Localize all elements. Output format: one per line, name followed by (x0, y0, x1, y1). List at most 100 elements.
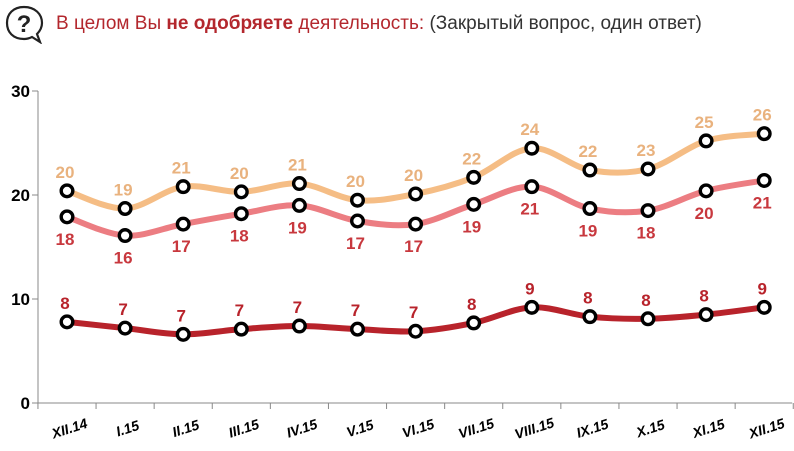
series-2-data-label: 18 (230, 227, 249, 246)
x-tick-label: IV.15 (284, 416, 319, 441)
series-2-data-label: 17 (404, 237, 423, 256)
title-bold: не одобряете (166, 13, 294, 34)
series-3-data-label: 9 (525, 279, 534, 298)
chart-series (59, 126, 772, 342)
series-3-point (233, 321, 249, 337)
series-3-point (582, 309, 598, 325)
series-3-data-label: 8 (699, 287, 708, 306)
series-3-point (640, 311, 656, 327)
series-3-data-label: 7 (351, 301, 360, 320)
series-1-data-label: 23 (637, 141, 656, 160)
series-1-data-label: 20 (56, 163, 75, 182)
title-note: (Закрытый вопрос, один ответ) (424, 13, 702, 34)
series-2-point (582, 201, 598, 217)
title-post: деятельность: (293, 13, 425, 34)
y-tick-label: 30 (11, 82, 30, 101)
series-1-data-label: 20 (230, 164, 249, 183)
series-2-data-label: 21 (520, 200, 539, 219)
series-2-point (640, 203, 656, 219)
series-1-point (291, 176, 307, 192)
x-tick-label: XII.15 (746, 415, 787, 442)
series-3-data-label: 9 (757, 279, 766, 298)
series-2-data-label: 16 (114, 249, 133, 268)
series-3-data-label: 7 (409, 303, 418, 322)
x-tick-label: XI.15 (690, 416, 727, 442)
series-3-data-label: 7 (235, 301, 244, 320)
y-tick-label: 10 (11, 290, 30, 309)
series-3-point (350, 321, 366, 337)
y-tick-label: 0 (21, 394, 30, 413)
series-2-data-label: 17 (172, 237, 191, 256)
series-2-point (408, 216, 424, 232)
series-3-data-label: 8 (60, 294, 69, 313)
series-1-point (698, 133, 714, 149)
series-3-point (117, 320, 133, 336)
series-2-point (233, 206, 249, 222)
series-1-data-label: 24 (520, 120, 539, 139)
svg-text:?: ? (17, 11, 32, 38)
title-pre: В целом Вы (56, 13, 167, 34)
x-tick-label: XII.14 (49, 415, 90, 442)
series-3-data-label: 7 (118, 300, 127, 319)
series-2-point (350, 213, 366, 229)
series-1-data-label: 26 (753, 106, 772, 125)
series-2-data-label: 18 (637, 224, 656, 243)
series-1-point (756, 126, 772, 142)
series-1-data-label: 25 (695, 113, 714, 132)
series-1-data-label: 21 (288, 156, 307, 175)
series-2-point (756, 172, 772, 188)
x-tick-label: V.15 (344, 416, 375, 440)
series-3-data-label: 8 (583, 289, 592, 308)
series-2-point (524, 179, 540, 195)
series-1-point (117, 201, 133, 217)
x-tick-label: I.15 (114, 417, 141, 439)
series-3-point (408, 323, 424, 339)
series-2-point (175, 216, 191, 232)
series-3-data-label: 8 (641, 291, 650, 310)
series-2-data-label: 19 (462, 217, 481, 236)
series-3-data-label: 7 (293, 298, 302, 317)
chart-title: В целом Вы не одобряете деятельность: (З… (56, 13, 702, 35)
y-tick-label: 20 (11, 186, 30, 205)
series-2-point (698, 183, 714, 199)
series-3-point (291, 318, 307, 334)
series-2-point (59, 209, 75, 225)
x-tick-label: IX.15 (574, 416, 610, 441)
series-3-point (524, 299, 540, 315)
series-1-point (466, 169, 482, 185)
series-3-point (698, 307, 714, 323)
series-2-point (466, 196, 482, 212)
series-1-data-label: 19 (114, 181, 133, 200)
series-1-point (175, 179, 191, 195)
chart-data-labels: 20 19 21 20 21 20 20 22 24 22 23 25 26 18 16 17 18 19 17 17… (56, 106, 772, 326)
series-1-point (350, 192, 366, 208)
x-tick-label: X.15 (633, 416, 666, 440)
chart-header: ? В целом Вы не одобряете деятельность: … (4, 4, 702, 44)
series-3-point (466, 315, 482, 331)
series-3-point (175, 326, 191, 342)
series-1-data-label: 22 (578, 142, 597, 161)
series-1-point (582, 162, 598, 178)
question-bubble-icon: ? (5, 5, 44, 44)
series-1-point (408, 186, 424, 202)
series-1-data-label: 21 (172, 159, 191, 178)
x-tick-label: II.15 (170, 416, 201, 440)
series-1-data-label: 20 (404, 166, 423, 185)
series-3-data-label: 7 (176, 306, 185, 325)
series-3-data-label: 8 (467, 295, 476, 314)
series-2-data-label: 19 (578, 222, 597, 241)
series-1-data-label: 20 (346, 172, 365, 191)
series-2-data-label: 17 (346, 234, 365, 253)
series-1-point (640, 161, 656, 177)
series-3-point (756, 299, 772, 315)
series-1-data-label: 22 (462, 149, 481, 168)
series-2-data-label: 20 (695, 204, 714, 223)
series-3-point (59, 314, 75, 330)
x-tick-label: VI.15 (400, 416, 436, 441)
series-2-point (117, 228, 133, 244)
x-tick-label: VII.15 (456, 415, 496, 442)
series-1-point (524, 140, 540, 156)
series-1-point (233, 184, 249, 200)
x-tick-label: VIII.15 (513, 414, 557, 442)
